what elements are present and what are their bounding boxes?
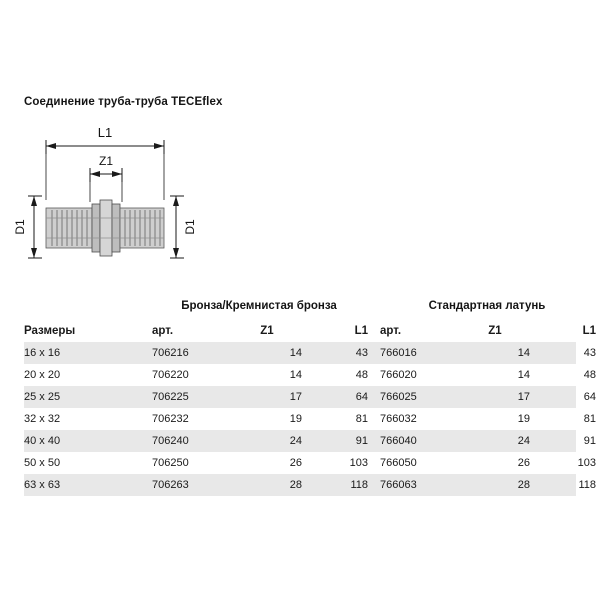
cell-art-left: 706220 [152,369,189,381]
cell-size: 20 x 20 [24,369,61,381]
technical-drawing: L1 Z1 D1 D1 [0,118,300,293]
cell-art-left: 706263 [152,479,189,491]
col-header-art-left: арт. [152,325,174,337]
cell-art-left: 706240 [152,435,189,447]
cell-z1-left: 28 [289,479,302,491]
cell-z1-right: 19 [517,413,530,425]
cell-art-left: 706225 [152,391,189,403]
cell-art-right: 766050 [380,457,417,469]
cell-art-left: 706232 [152,413,189,425]
cell-size: 63 x 63 [24,479,61,491]
col-header-l1-right: L1 [582,325,596,337]
cell-z1-right: 17 [517,391,530,403]
specification-table: Бронза/Кремнистая бронза Стандартная лат… [24,300,596,496]
cell-z1-left: 14 [289,369,302,381]
cell-l1-right: 48 [583,369,596,381]
dimension-label-d1-right: D1 [183,219,197,235]
cell-l1-left: 103 [349,457,368,469]
cell-art-right: 766016 [380,347,417,359]
cell-l1-left: 64 [355,391,368,403]
table-row: 50 x 50 706250 26 103 766050 26 103 [24,452,596,474]
cell-l1-left: 91 [355,435,368,447]
cell-art-right: 766032 [380,413,417,425]
cell-art-left: 706216 [152,347,189,359]
table-row: 16 x 16 706216 14 43 766016 14 43 [24,342,596,364]
dimension-label-d1-left: D1 [13,219,27,235]
table-row: 63 x 63 706263 28 118 766063 28 118 [24,474,596,496]
cell-z1-left: 17 [289,391,302,403]
cell-z1-right: 26 [517,457,530,469]
cell-art-right: 766063 [380,479,417,491]
cell-l1-left: 48 [355,369,368,381]
table-row: 40 x 40 706240 24 91 766040 24 91 [24,430,596,452]
dimension-label-l1: L1 [98,125,112,140]
cell-z1-right: 28 [517,479,530,491]
cell-z1-right: 24 [517,435,530,447]
table-row: 32 x 32 706232 19 81 766032 19 81 [24,408,596,430]
cell-z1-right: 14 [517,369,530,381]
cell-z1-right: 14 [517,347,530,359]
cell-z1-left: 26 [289,457,302,469]
cell-art-left: 706250 [152,457,189,469]
col-header-l1-left: L1 [354,325,368,337]
cell-l1-left: 118 [350,479,368,491]
cell-l1-left: 81 [355,413,368,425]
col-header-art-right: арт. [380,325,402,337]
cell-z1-left: 19 [289,413,302,425]
group-header-bronze: Бронза/Кремнистая бронза [181,300,337,312]
cell-l1-right: 91 [583,435,596,447]
table-row: 25 x 25 706225 17 64 766025 17 64 [24,386,596,408]
dimension-label-z1: Z1 [99,154,113,168]
table-row: 20 x 20 706220 14 48 766020 14 48 [24,364,596,386]
cell-size: 50 x 50 [24,457,61,469]
table-group-header-row: Бронза/Кремнистая бронза Стандартная лат… [24,300,576,320]
table-column-header-row: Размеры арт. Z1 L1 арт. Z1 L1 [24,320,596,342]
group-header-brass: Стандартная латунь [428,300,546,312]
cell-l1-right: 64 [583,391,596,403]
cell-art-right: 766020 [380,369,417,381]
cell-art-right: 766025 [380,391,417,403]
cell-l1-right: 118 [578,479,596,491]
cell-size: 32 x 32 [24,413,61,425]
cell-size: 25 x 25 [24,391,61,403]
col-header-z1-left: Z1 [260,325,274,337]
cell-size: 40 x 40 [24,435,61,447]
cell-z1-left: 14 [289,347,302,359]
col-header-size: Размеры [24,325,76,337]
page-title: Соединение труба-труба TECEflex [24,96,223,108]
cell-size: 16 x 16 [24,347,61,359]
table-body: 16 x 16 706216 14 43 766016 14 43 20 x 20 706220… [24,342,596,496]
cell-l1-left: 43 [355,347,368,359]
cell-l1-right: 103 [577,457,596,469]
drawing-svg: L1 Z1 D1 D1 [13,125,197,259]
cell-art-right: 766040 [380,435,417,447]
cell-z1-left: 24 [289,435,302,447]
cell-l1-right: 81 [583,413,596,425]
fitting-illustration [45,199,165,257]
cell-l1-right: 43 [583,347,596,359]
col-header-z1-right: Z1 [488,325,502,337]
